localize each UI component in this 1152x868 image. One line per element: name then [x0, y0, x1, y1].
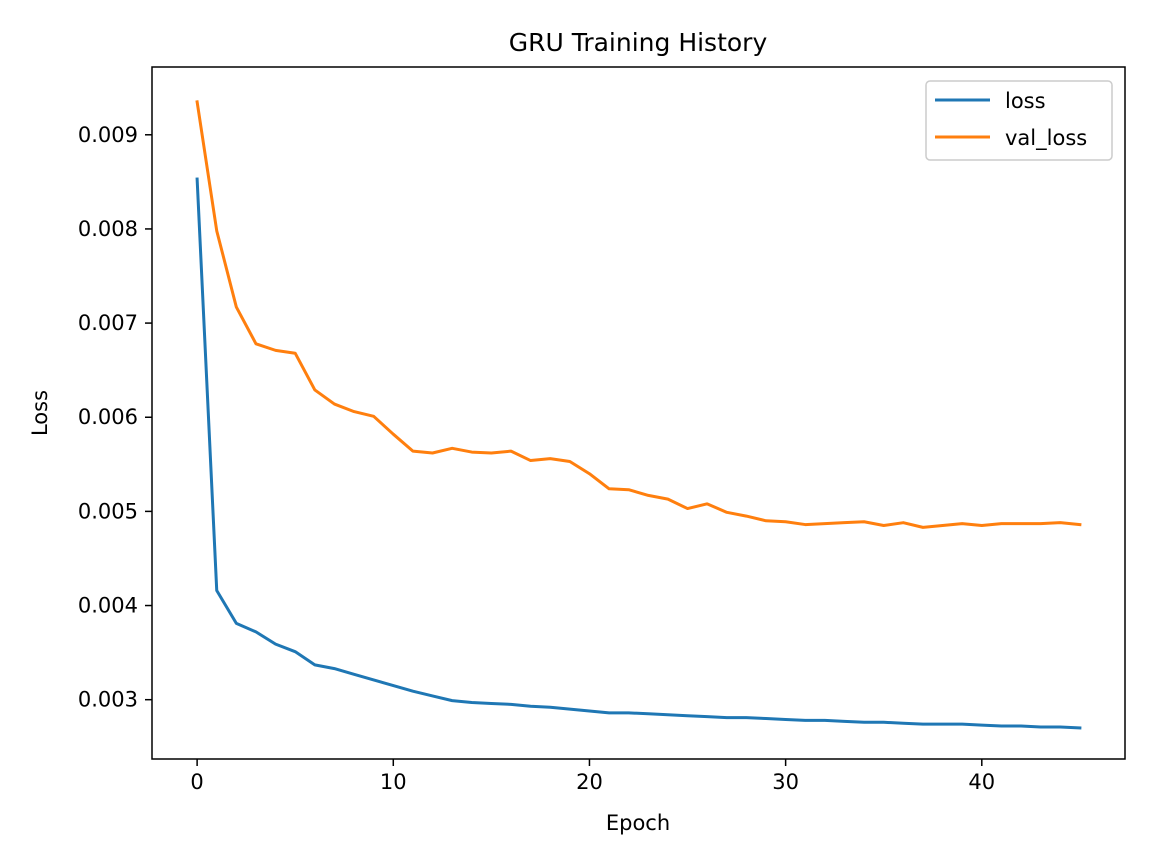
series-lines [195, 100, 1082, 730]
y-tick-label: 0.008 [78, 217, 138, 241]
y-tick-label: 0.006 [78, 405, 138, 429]
legend: loss val_loss [925, 80, 1113, 161]
x-tick-label: 20 [576, 770, 603, 794]
x-axis-ticks: 0 10 20 30 40 [190, 759, 995, 794]
x-tick-label: 40 [968, 770, 995, 794]
y-tick-label: 0.007 [78, 311, 138, 335]
y-axis-ticks: 0.003 0.004 0.005 0.006 0.007 0.008 0.009 [78, 123, 152, 712]
y-tick-label: 0.004 [78, 594, 138, 618]
legend-label-loss: loss [1005, 89, 1046, 113]
x-tick-label: 10 [380, 770, 407, 794]
legend-label-val-loss: val_loss [1005, 126, 1087, 151]
x-axis-label: Epoch [606, 811, 670, 835]
x-tick-label: 30 [772, 770, 799, 794]
series-line-loss [195, 177, 1082, 730]
y-tick-label: 0.003 [78, 688, 138, 712]
series-line-val-loss [195, 100, 1082, 529]
y-axis-label: Loss [28, 390, 52, 436]
x-tick-label: 0 [190, 770, 203, 794]
y-tick-label: 0.009 [78, 123, 138, 147]
chart-title: GRU Training History [509, 28, 768, 57]
plot-area [151, 66, 1126, 760]
y-tick-label: 0.005 [78, 499, 138, 523]
